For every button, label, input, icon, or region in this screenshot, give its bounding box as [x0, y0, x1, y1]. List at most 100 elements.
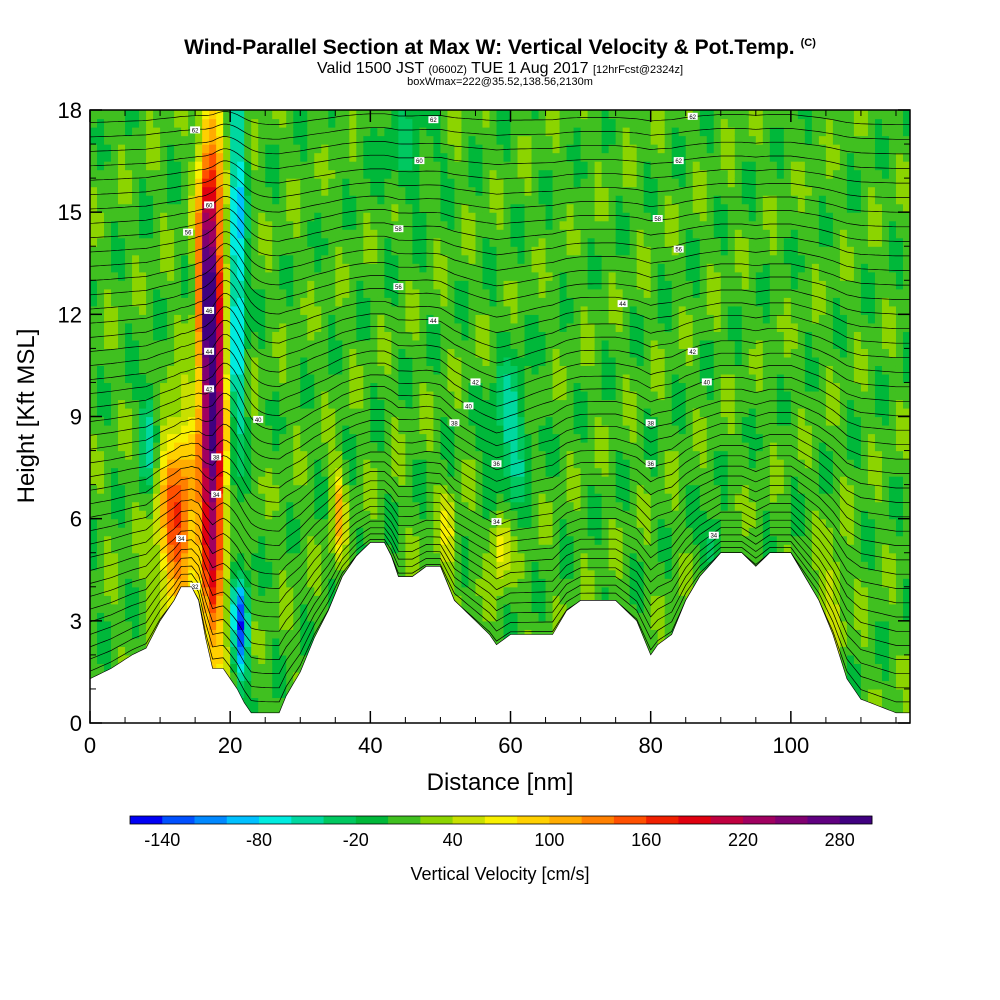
- w-cell: [279, 186, 287, 196]
- w-cell: [377, 399, 385, 409]
- w-cell: [90, 544, 98, 554]
- w-cell: [223, 425, 231, 435]
- w-cell: [447, 382, 456, 392]
- w-cell: [419, 390, 428, 401]
- w-cell: [321, 195, 329, 205]
- w-cell: [482, 484, 491, 494]
- w-cell: [202, 561, 210, 571]
- w-cell: [412, 339, 420, 349]
- w-cell: [545, 620, 554, 630]
- w-cell: [251, 705, 259, 716]
- w-cell: [181, 254, 189, 264]
- w-cell: [279, 263, 287, 273]
- w-cell: [279, 110, 287, 120]
- w-cell: [293, 254, 301, 264]
- w-cell: [412, 220, 420, 230]
- w-cell: [153, 220, 161, 230]
- w-cell: [328, 586, 336, 596]
- w-cell: [160, 569, 168, 579]
- w-cell: [125, 186, 133, 196]
- w-cell: [139, 595, 147, 605]
- w-cell: [461, 356, 470, 367]
- w-cell: [300, 433, 308, 443]
- w-cell: [202, 237, 210, 247]
- w-cell: [356, 493, 364, 503]
- w-cell: [545, 390, 554, 401]
- w-cell: [454, 118, 463, 128]
- w-cell: [524, 476, 533, 486]
- w-cell: [265, 186, 273, 196]
- w-cell: [293, 305, 301, 315]
- w-cell: [223, 416, 231, 426]
- w-cell: [321, 127, 329, 137]
- w-cell: [391, 552, 399, 562]
- w-cell: [90, 322, 98, 332]
- w-cell: [97, 578, 105, 588]
- w-cell: [328, 339, 336, 349]
- w-cell: [552, 399, 561, 409]
- w-cell: [363, 118, 371, 128]
- w-cell: [209, 501, 217, 511]
- w-cell: [531, 390, 540, 401]
- w-cell: [251, 603, 259, 613]
- w-cell: [524, 399, 533, 409]
- w-cell: [258, 705, 266, 716]
- w-cell: [517, 339, 526, 349]
- w-cell: [230, 314, 238, 324]
- w-cell: [342, 297, 350, 307]
- w-cell: [244, 688, 252, 699]
- w-cell: [496, 484, 505, 494]
- w-cell: [300, 229, 308, 239]
- w-cell: [132, 118, 140, 128]
- w-cell: [531, 237, 540, 247]
- w-cell: [552, 331, 561, 341]
- w-cell: [447, 544, 456, 554]
- w-cell: [398, 365, 406, 375]
- w-cell: [356, 152, 364, 162]
- w-cell: [181, 578, 189, 588]
- w-cell: [237, 212, 245, 222]
- w-cell: [384, 416, 392, 426]
- w-cell: [244, 697, 252, 707]
- w-cell: [111, 450, 119, 460]
- w-cell: [314, 135, 322, 145]
- w-cell: [153, 169, 161, 179]
- w-cell: [251, 510, 259, 520]
- w-cell: [328, 348, 336, 358]
- w-cell: [307, 407, 315, 418]
- w-cell: [461, 254, 470, 264]
- w-cell: [209, 654, 217, 664]
- w-cell: [559, 220, 568, 230]
- w-cell: [160, 382, 168, 392]
- w-cell: [356, 459, 364, 469]
- w-cell: [167, 356, 175, 367]
- w-cell: [468, 467, 477, 477]
- w-cell: [349, 118, 357, 128]
- w-cell: [258, 220, 266, 230]
- w-cell: [384, 501, 392, 511]
- w-cell: [293, 433, 301, 443]
- w-cell: [160, 552, 168, 562]
- w-cell: [454, 425, 463, 435]
- w-cell: [335, 118, 343, 128]
- w-cell: [90, 425, 98, 435]
- w-cell: [104, 390, 112, 401]
- w-cell: [321, 144, 329, 154]
- w-cell: [111, 407, 119, 418]
- w-cell: [370, 416, 378, 426]
- w-cell: [314, 169, 322, 179]
- w-cell: [356, 237, 364, 247]
- w-cell: [272, 416, 280, 426]
- w-cell: [230, 144, 238, 154]
- w-cell: [293, 399, 301, 409]
- w-cell: [370, 135, 378, 145]
- w-cell: [524, 263, 533, 273]
- w-cell: [188, 339, 196, 349]
- w-cell: [293, 476, 301, 486]
- w-cell: [454, 246, 463, 256]
- w-cell: [223, 612, 231, 622]
- w-cell: [195, 459, 203, 469]
- w-cell: [321, 339, 329, 349]
- w-cell: [433, 348, 442, 358]
- w-cell: [223, 646, 231, 656]
